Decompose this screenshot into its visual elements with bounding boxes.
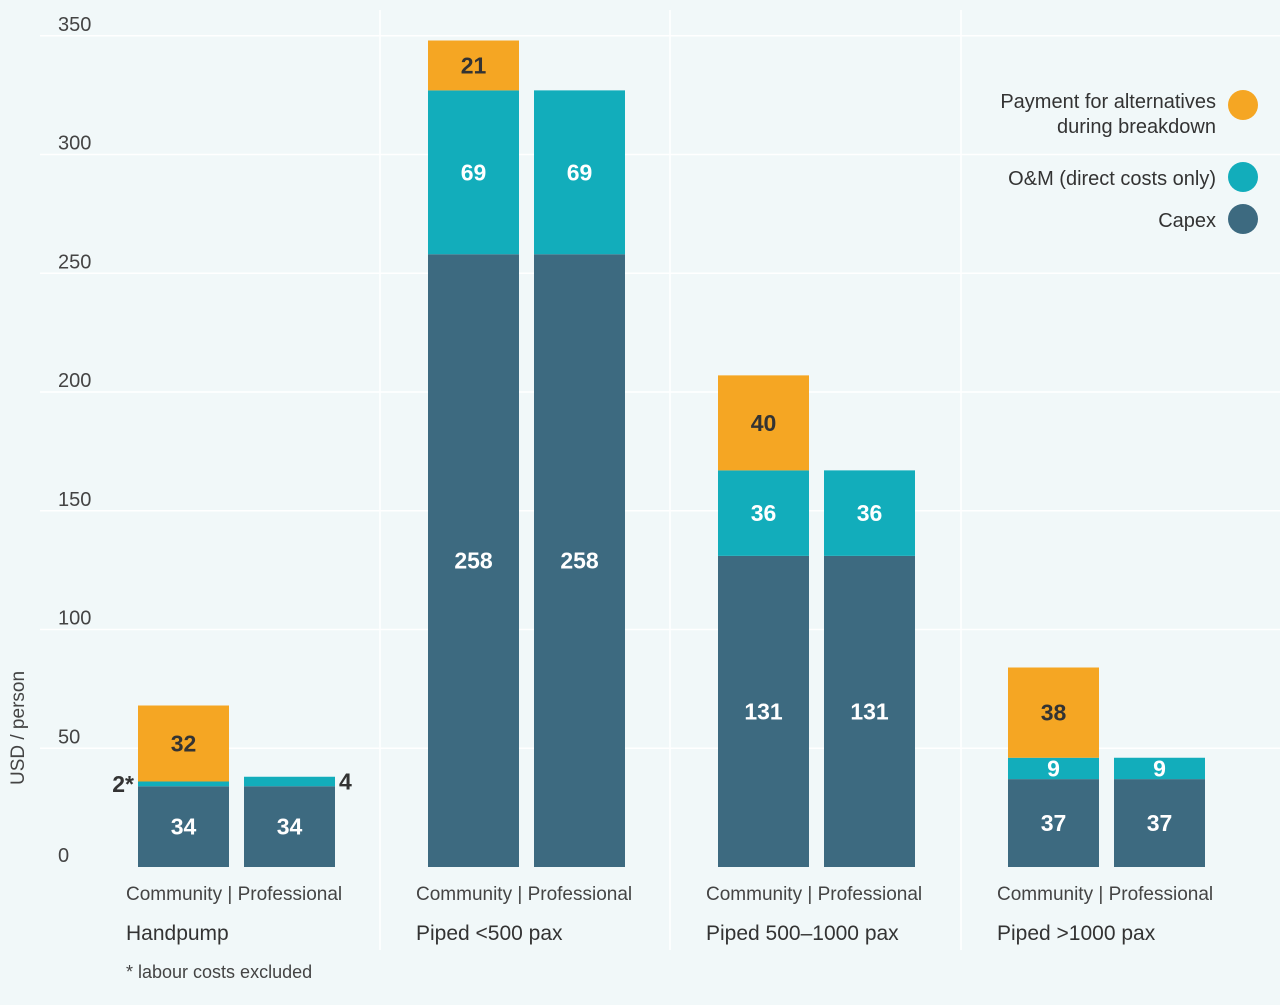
legend-swatch <box>1228 90 1258 120</box>
bar-segment <box>1114 757 1205 780</box>
data-label: 32 <box>171 731 197 757</box>
legend-swatch <box>1228 204 1258 234</box>
bar-segment <box>718 555 809 867</box>
x-axis-groups: Community | Professional Handpump Communit… <box>126 884 1213 945</box>
data-label: 40 <box>751 410 777 436</box>
y-tick-label: 50 <box>58 726 80 748</box>
x-group-label: Handpump <box>126 922 229 945</box>
data-label: 131 <box>744 698 783 724</box>
data-label: 69 <box>461 159 487 185</box>
bar-segment <box>428 254 519 867</box>
y-tick-label: 100 <box>58 608 91 630</box>
x-group-label: Piped >1000 pax <box>997 922 1156 945</box>
x-sub-label: Community | Professional <box>126 884 342 905</box>
bar-segment <box>824 470 915 556</box>
data-label: 69 <box>567 159 593 185</box>
bar-segment <box>244 786 335 867</box>
bar-segment <box>1008 779 1099 867</box>
data-label: 258 <box>454 548 493 574</box>
bar-segment <box>138 781 229 787</box>
legend-label: O&M (direct costs only) <box>1008 168 1216 190</box>
data-label: 38 <box>1041 700 1067 726</box>
y-tick-label: 350 <box>58 14 91 36</box>
bars <box>138 40 1205 867</box>
data-label: 4 <box>339 769 352 795</box>
footnote: * labour costs excluded <box>126 962 312 982</box>
y-axis-title: USD / person <box>8 671 29 785</box>
data-labels: 34 34 258 258 131 131 37 37 2* 4 69 69 36 36 9 9 32 21 40 3… <box>112 52 1172 839</box>
y-tick-label: 300 <box>58 133 91 155</box>
x-sub-label: Community | Professional <box>997 884 1213 905</box>
legend: Payment for alternatives during breakdown… <box>1000 90 1258 234</box>
data-label: 36 <box>857 500 883 526</box>
bar-segment <box>1008 757 1099 780</box>
data-label: 36 <box>751 500 777 526</box>
bar-segment <box>138 705 229 782</box>
data-label: 9 <box>1047 755 1060 781</box>
bar-segment <box>1114 779 1205 867</box>
y-tick-label: 150 <box>58 489 91 511</box>
data-label: 258 <box>560 548 599 574</box>
bar-segment <box>1008 667 1099 758</box>
bar-segment <box>244 776 335 787</box>
grid <box>40 10 1280 950</box>
bar-segment <box>428 90 519 255</box>
legend-label: during breakdown <box>1057 116 1216 138</box>
y-axis: 0 50 100 150 200 250 300 350 <box>58 14 91 867</box>
data-label: 34 <box>277 814 303 840</box>
bar-segment <box>428 40 519 91</box>
y-tick-label: 250 <box>58 251 91 273</box>
bar-segment <box>718 375 809 471</box>
data-label: 37 <box>1147 810 1173 836</box>
x-sub-label: Community | Professional <box>416 884 632 905</box>
data-label: 21 <box>461 52 487 78</box>
legend-swatch <box>1228 162 1258 192</box>
data-label: 9 <box>1153 755 1166 781</box>
data-label: 34 <box>171 814 197 840</box>
data-label: 37 <box>1041 810 1067 836</box>
y-tick-label: 200 <box>58 370 91 392</box>
x-sub-label: Community | Professional <box>706 884 922 905</box>
bar-segment <box>534 254 625 867</box>
bar-segment <box>138 786 229 867</box>
data-label: 2* <box>112 771 134 797</box>
y-tick-label: 0 <box>58 845 69 867</box>
bar-segment <box>718 470 809 556</box>
x-group-label: Piped 500–1000 pax <box>706 922 899 945</box>
x-group-label: Piped <500 pax <box>416 922 563 945</box>
data-label: 131 <box>850 698 889 724</box>
legend-label: Capex <box>1158 210 1216 232</box>
legend-label: Payment for alternatives <box>1000 91 1216 113</box>
bar-segment <box>534 90 625 255</box>
bar-segment <box>824 555 915 867</box>
